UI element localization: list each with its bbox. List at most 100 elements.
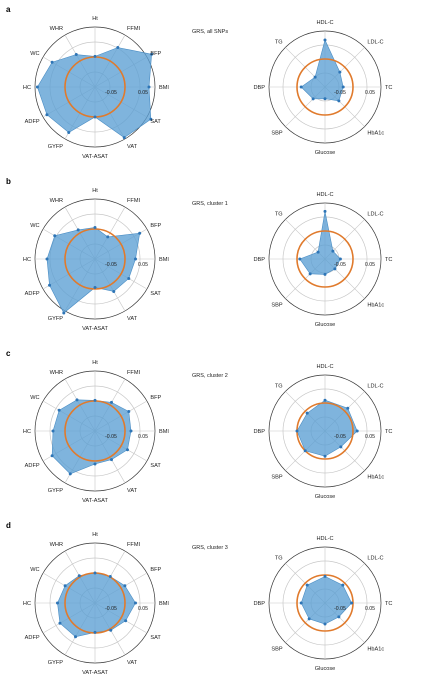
adiposity-axis-label-vat: VAT bbox=[127, 316, 138, 322]
panel-title: GRS, cluster 1 bbox=[192, 201, 228, 207]
cardiometabolic-point-glucose bbox=[323, 272, 327, 276]
adiposity-point-hc bbox=[35, 85, 39, 89]
adiposity-point-whr bbox=[74, 53, 78, 57]
adiposity-point-ffmi bbox=[106, 235, 110, 239]
cardiometabolic-zero-circle bbox=[296, 230, 354, 288]
adiposity-point-ht bbox=[93, 571, 97, 575]
adiposity-point-adfp bbox=[58, 621, 62, 625]
adiposity-tick-label: 0.05 bbox=[138, 90, 148, 96]
adiposity-point-wc bbox=[50, 60, 54, 64]
cardiometabolic-tick-label: -0.05 bbox=[334, 606, 346, 612]
adiposity-axis-label-sat: SAT bbox=[150, 463, 161, 469]
cardiometabolic-radar: -0.05 0.05 HDL-C LDL-C TC HbA1c Glucose SBP DBP T… bbox=[253, 536, 392, 672]
adiposity-point-vat bbox=[122, 136, 126, 140]
adiposity-point-bfp bbox=[123, 584, 127, 588]
adiposity-axis-label-ht: Ht bbox=[92, 188, 98, 194]
adiposity-data-area bbox=[51, 399, 132, 475]
cardiometabolic-point-glucose bbox=[323, 97, 327, 101]
adiposity-axis-label-bfp: BFP bbox=[150, 51, 161, 57]
panel-b: b GRS, cluster 1 -0.05 0.05 Ht FFMI BFP BMI SAT V… bbox=[6, 177, 392, 332]
adiposity-axis-label-hc: HC bbox=[23, 257, 31, 263]
adiposity-radar: -0.05 0.05 Ht FFMI BFP BMI SAT VAT VAT-ASAT GYFP A… bbox=[23, 16, 169, 160]
adiposity-data-area bbox=[46, 227, 141, 314]
adiposity-axis-label-bfp: BFP bbox=[150, 395, 161, 401]
panel-letter: a bbox=[6, 5, 11, 14]
cardiometabolic-point-dbp bbox=[298, 257, 302, 261]
cardiometabolic-point-hdl-c bbox=[323, 38, 327, 42]
adiposity-axis-label-ht: Ht bbox=[92, 532, 98, 538]
adiposity-point-ffmi bbox=[110, 400, 113, 404]
cardiometabolic-point-tg bbox=[313, 75, 317, 79]
adiposity-axis-label-sat: SAT bbox=[150, 291, 161, 297]
cardiometabolic-radar: -0.05 0.05 HDL-C LDL-C TC HbA1c Glucose SBP DBP T… bbox=[253, 20, 392, 156]
adiposity-data-area bbox=[37, 47, 152, 139]
adiposity-tick-label: -0.05 bbox=[105, 434, 117, 440]
adiposity-point-whr bbox=[76, 228, 80, 232]
adiposity-axis-label-bmi: BMI bbox=[159, 429, 169, 435]
adiposity-point-ffmi bbox=[108, 575, 112, 578]
adiposity-axis-label-vat-asat: VAT-ASAT bbox=[82, 326, 108, 332]
adiposity-axis-label-hc: HC bbox=[23, 429, 31, 435]
adiposity-point-ffmi bbox=[116, 46, 120, 50]
adiposity-axis-label-hc: HC bbox=[23, 601, 31, 607]
cardiometabolic-axis-label-hba1c: HbA1c bbox=[367, 474, 384, 480]
adiposity-point-vat bbox=[110, 458, 113, 462]
adiposity-axis-label-wc: WC bbox=[30, 223, 39, 229]
cardiometabolic-point-ldl-c bbox=[346, 406, 350, 410]
adiposity-axis-label-sat: SAT bbox=[150, 119, 161, 125]
adiposity-axis-label-ffmi: FFMI bbox=[127, 198, 140, 204]
adiposity-point-wc bbox=[53, 234, 57, 238]
cardiometabolic-point-hba1c bbox=[333, 267, 337, 271]
adiposity-point-adfp bbox=[48, 283, 52, 287]
adiposity-point-sat bbox=[127, 277, 131, 280]
panel-c: c GRS, cluster 2 -0.05 0.05 Ht FFMI BFP BMI SAT V… bbox=[6, 349, 392, 504]
adiposity-axis-label-bmi: BMI bbox=[159, 257, 169, 263]
cardiometabolic-axis-label-tg: TG bbox=[275, 556, 283, 562]
adiposity-axis-label-vat: VAT bbox=[127, 660, 138, 666]
cardiometabolic-tick-label: -0.05 bbox=[334, 434, 346, 440]
cardiometabolic-point-tc bbox=[355, 429, 359, 433]
cardiometabolic-axis-label-tc: TC bbox=[385, 85, 392, 91]
adiposity-tick-label: -0.05 bbox=[105, 606, 117, 612]
cardiometabolic-point-dbp bbox=[295, 429, 299, 433]
adiposity-point-bmi bbox=[134, 257, 137, 261]
cardiometabolic-point-ldl-c bbox=[338, 70, 342, 74]
adiposity-point-ht bbox=[93, 226, 97, 229]
adiposity-point-hc bbox=[45, 257, 49, 261]
adiposity-axis-label-ht: Ht bbox=[92, 16, 98, 22]
adiposity-axis-label-whr: WHR bbox=[50, 542, 63, 548]
cardiometabolic-axis-label-sbp: SBP bbox=[271, 474, 282, 480]
cardiometabolic-point-ldl-c bbox=[341, 583, 345, 587]
cardiometabolic-point-sbp bbox=[303, 449, 307, 453]
adiposity-axis-label-whr: WHR bbox=[50, 370, 63, 376]
cardiometabolic-point-dbp bbox=[299, 85, 303, 89]
adiposity-axis-label-vat: VAT bbox=[127, 144, 138, 150]
adiposity-point-vat bbox=[112, 289, 116, 293]
cardiometabolic-point-glucose bbox=[323, 622, 327, 626]
adiposity-tick-label: -0.05 bbox=[105, 90, 117, 96]
cardiometabolic-axis-label-tc: TC bbox=[385, 601, 392, 607]
cardiometabolic-axis-label-sbp: SBP bbox=[271, 302, 282, 308]
cardiometabolic-axis-label-sbp: SBP bbox=[271, 646, 282, 652]
adiposity-radar: -0.05 0.05 Ht FFMI BFP BMI SAT VAT VAT-ASAT GYFP A… bbox=[23, 360, 169, 504]
adiposity-point-gyfp bbox=[62, 311, 66, 315]
adiposity-axis-label-whr: WHR bbox=[50, 198, 63, 204]
cardiometabolic-tick-label: 0.05 bbox=[365, 434, 375, 440]
adiposity-axis-label-adfp: ADFP bbox=[25, 291, 40, 297]
adiposity-axis-label-gyfp: GYFP bbox=[48, 144, 63, 150]
adiposity-point-whr bbox=[75, 398, 79, 402]
adiposity-axis-label-adfp: ADFP bbox=[25, 463, 40, 469]
adiposity-axis-label-vat-asat: VAT-ASAT bbox=[82, 670, 108, 676]
cardiometabolic-axis-label-tc: TC bbox=[385, 429, 392, 435]
panel-title: GRS, cluster 2 bbox=[192, 373, 228, 379]
cardiometabolic-point-hdl-c bbox=[323, 209, 327, 213]
adiposity-tick-label: 0.05 bbox=[138, 606, 148, 612]
adiposity-axis-label-bmi: BMI bbox=[159, 85, 169, 91]
adiposity-point-adfp bbox=[45, 113, 49, 117]
panel-letter: c bbox=[6, 349, 11, 358]
cardiometabolic-point-sbp bbox=[311, 97, 315, 101]
cardiometabolic-axis-label-hdl-c: HDL-C bbox=[316, 536, 333, 542]
cardiometabolic-point-ldl-c bbox=[331, 249, 335, 253]
cardiometabolic-axis-label-hba1c: HbA1c bbox=[367, 130, 384, 136]
adiposity-point-gyfp bbox=[67, 130, 71, 134]
